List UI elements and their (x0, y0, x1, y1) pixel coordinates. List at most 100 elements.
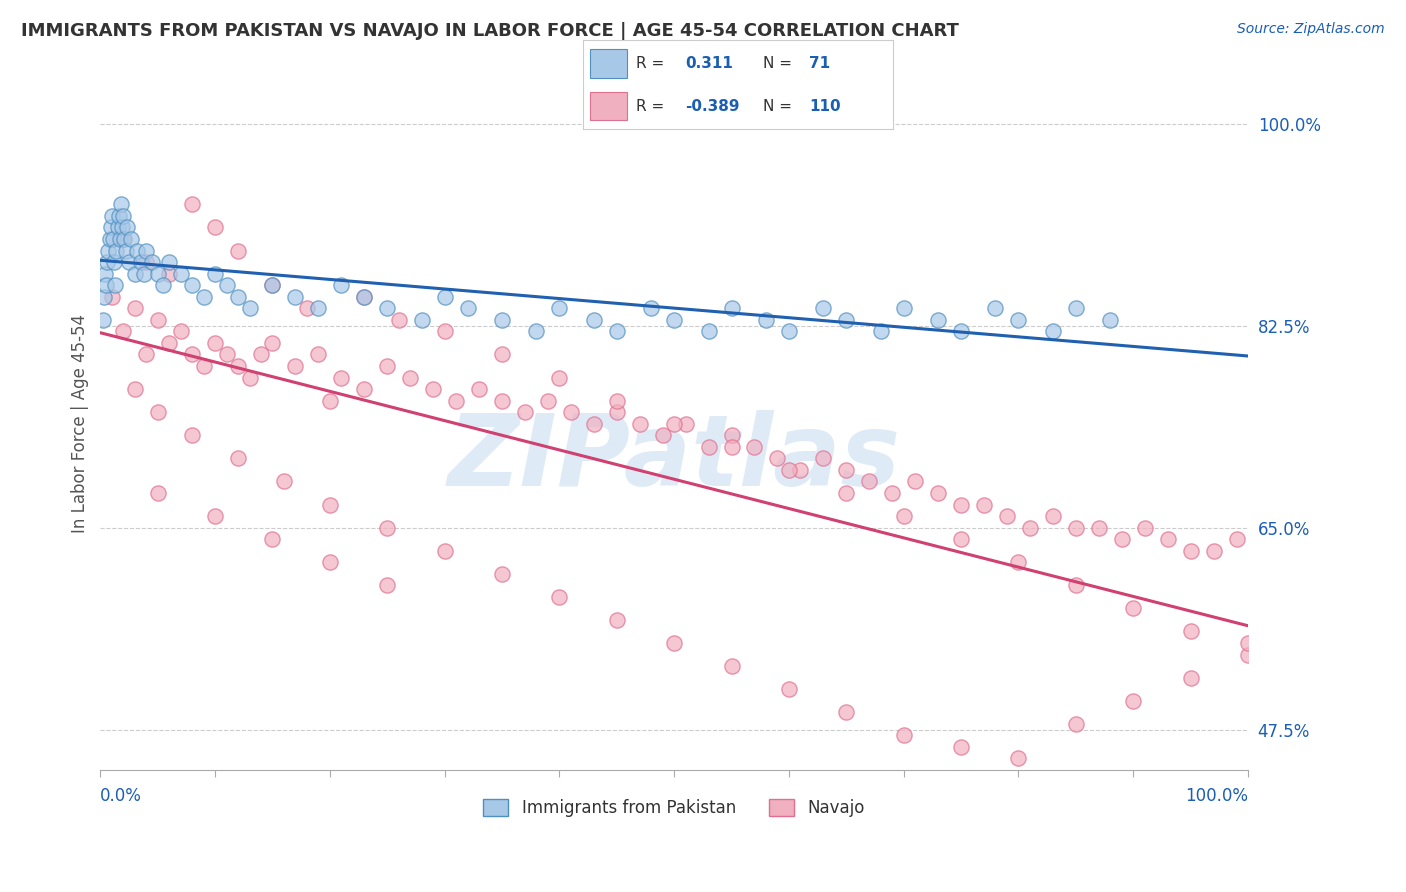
Point (950, 324, 973, 338)
Text: N =: N = (763, 99, 792, 113)
Text: ZIPatlas: ZIPatlas (447, 409, 901, 507)
Point (319, 498, 342, 512)
Text: Source: ZipAtlas.com: Source: ZipAtlas.com (1237, 22, 1385, 37)
Text: IMMIGRANTS FROM PAKISTAN VS NAVAJO IN LABOR FORCE | AGE 45-54 CORRELATION CHART: IMMIGRANTS FROM PAKISTAN VS NAVAJO IN LA… (21, 22, 959, 40)
Legend: Immigrants from Pakistan, Navajo: Immigrants from Pakistan, Navajo (477, 792, 872, 824)
Point (984, 301, 1007, 316)
Point (215, 347, 238, 361)
Point (662, 417, 685, 431)
Point (1180, 671, 1202, 685)
Point (307, 347, 329, 361)
Point (204, 335, 226, 350)
Point (353, 290, 375, 304)
Point (238, 370, 260, 384)
Point (170, 267, 193, 281)
Point (375, 359, 398, 373)
Point (132, 267, 155, 281)
Point (444, 393, 467, 408)
Point (697, 324, 720, 338)
Point (1237, 648, 1260, 662)
Point (548, 370, 571, 384)
Point (93, 290, 115, 304)
Point (101, 209, 124, 223)
Point (319, 555, 342, 569)
Point (662, 636, 685, 650)
Point (108, 232, 131, 246)
Point (193, 290, 215, 304)
Point (411, 313, 433, 327)
Point (262, 335, 284, 350)
Point (110, 197, 132, 211)
Point (375, 301, 398, 316)
Point (135, 255, 157, 269)
Point (94, 267, 117, 281)
Point (697, 440, 720, 454)
Point (120, 232, 142, 246)
Point (893, 509, 915, 524)
Point (100, 220, 122, 235)
Point (103, 255, 125, 269)
Point (1133, 520, 1156, 534)
Point (114, 232, 136, 246)
Bar (589, 49, 627, 78)
Point (96, 255, 118, 269)
Point (433, 290, 456, 304)
Point (720, 440, 742, 454)
Point (628, 417, 651, 431)
Point (606, 393, 628, 408)
Point (755, 313, 778, 327)
Bar (589, 92, 627, 120)
Point (813, 301, 835, 316)
Point (491, 393, 513, 408)
Point (107, 209, 129, 223)
Point (204, 220, 226, 235)
Point (422, 382, 444, 396)
Point (548, 301, 571, 316)
Text: 0.311: 0.311 (686, 56, 734, 70)
Point (135, 347, 157, 361)
Point (893, 301, 915, 316)
Point (181, 347, 204, 361)
Point (491, 313, 513, 327)
Point (307, 301, 329, 316)
Point (1064, 716, 1087, 731)
Point (950, 532, 973, 546)
Point (353, 382, 375, 396)
Point (146, 313, 169, 327)
Point (1122, 694, 1144, 708)
Point (1180, 624, 1202, 639)
Point (606, 405, 628, 419)
Point (789, 463, 811, 477)
Point (226, 290, 249, 304)
Point (226, 244, 249, 258)
Point (606, 324, 628, 338)
Point (858, 475, 880, 489)
Point (869, 324, 891, 338)
Point (1007, 555, 1029, 569)
Point (662, 313, 685, 327)
Point (105, 244, 128, 258)
Point (813, 451, 835, 466)
Point (319, 393, 342, 408)
Point (1237, 636, 1260, 650)
Point (115, 220, 138, 235)
Text: -0.389: -0.389 (686, 99, 740, 113)
Point (124, 267, 146, 281)
Point (193, 359, 215, 373)
Text: R =: R = (636, 99, 664, 113)
Point (112, 324, 135, 338)
Point (457, 301, 479, 316)
Point (152, 278, 174, 293)
Point (606, 613, 628, 627)
Point (129, 255, 152, 269)
Point (927, 313, 949, 327)
Point (330, 278, 353, 293)
Point (835, 463, 858, 477)
Point (112, 209, 135, 223)
Point (1225, 532, 1247, 546)
Point (353, 290, 375, 304)
Point (250, 347, 273, 361)
Point (226, 359, 249, 373)
Point (91, 313, 114, 327)
Point (273, 475, 295, 489)
